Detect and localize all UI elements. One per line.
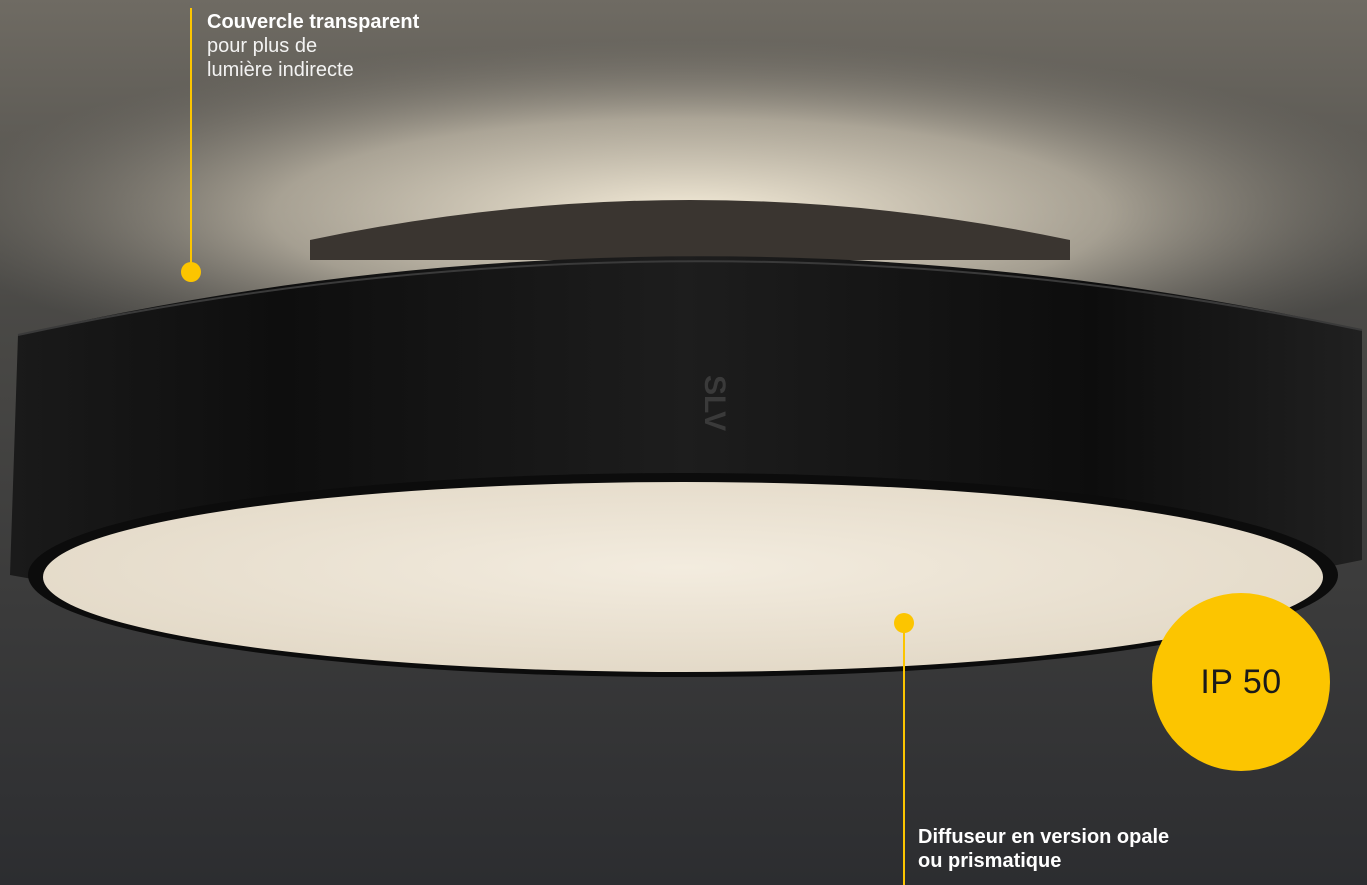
- bottom-callout: Diffuseur en version opale ou prismatiqu…: [918, 825, 1169, 873]
- ip-rating-label: IP 50: [1200, 662, 1282, 701]
- top-callout-line1: pour plus de: [207, 35, 318, 57]
- bottom-callout-line1: Diffuseur en version opale: [918, 826, 1170, 848]
- top-callout-dot: [181, 262, 201, 282]
- bottom-callout-line2: ou prismatique: [918, 850, 1062, 872]
- top-callout-line2: lumière indirecte: [207, 59, 354, 81]
- ip-rating-badge: IP 50: [1152, 593, 1330, 771]
- slv-logo: SLV: [698, 375, 731, 431]
- top-callout-title: Couvercle transparent: [207, 11, 420, 33]
- bottom-callout-dot: [894, 613, 914, 633]
- top-callout: Couvercle transparent pour plus de lumiè…: [207, 10, 419, 82]
